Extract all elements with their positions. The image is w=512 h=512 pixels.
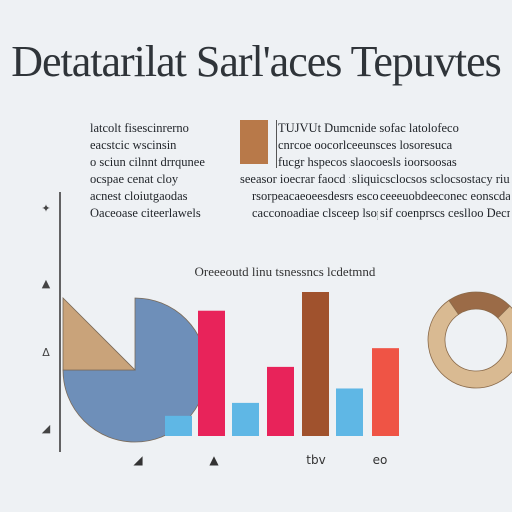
text-line: eacstcic wscinsin [90, 138, 177, 152]
text-line: sif coenprscs ceslloo Decnocooor dbe [380, 206, 510, 220]
text-line: seeasor ioecrar faocd for ocapecs ear [240, 172, 350, 186]
y-tick-label: ✦ [41, 202, 50, 215]
x-tick-label: eo [373, 453, 388, 467]
x-tick-label: tbv [306, 453, 325, 467]
bar [336, 388, 363, 436]
text-line: cacconoadiae clsceep lsopecros [252, 206, 378, 220]
bar [302, 292, 329, 436]
pie-slice [62, 297, 136, 371]
chart-title: Oreeeoutd linu tsnessncs lcdetmnd [195, 264, 376, 279]
color-swatch [240, 120, 268, 164]
x-tick-label: ◢ [133, 453, 143, 467]
bar [165, 415, 192, 436]
text-line: sliquicsclocsos sclocsostacy riuoolacsoc [352, 172, 510, 186]
donut-chart [427, 291, 512, 389]
page-title: Detatarilat Sarl'aces Tepuvtes [11, 37, 502, 86]
y-tick-label: ◢ [42, 422, 51, 435]
y-tick-label: Δ [42, 346, 50, 359]
text-line: TUJVUt Dumcnide sofac latolofeco [278, 121, 459, 135]
divider [276, 120, 277, 168]
bar-series [165, 292, 399, 436]
text-line: acnest cloiutgaodas [90, 189, 188, 203]
bar [232, 402, 259, 436]
bar [372, 348, 399, 436]
text-line: rsorpeacaeoeesdesrs esconcaldrosso [252, 189, 378, 203]
text-line: fucgr hspecos slaocoesls ioorsoosas [278, 155, 457, 169]
text-line: ocspae cenat cloy [90, 172, 179, 186]
bar [267, 366, 294, 436]
text-line: o sciun cilnnt drrqunee [90, 155, 205, 169]
x-tick-label: ▲ [209, 453, 219, 467]
y-tick-label: ▲ [42, 277, 51, 290]
text-line: Oaceoase citeerlawels [90, 206, 201, 220]
text-line: ceeeuobdeeconec eonscdaddes ridlnaaa [380, 189, 510, 203]
text-line: cnrcoe oocorlceeunsces losoresuca [278, 138, 453, 152]
text-line: latcolt fisescinrerno [90, 121, 189, 135]
pie-chart [62, 297, 208, 443]
donut-segment [427, 299, 512, 389]
bar [198, 310, 225, 436]
